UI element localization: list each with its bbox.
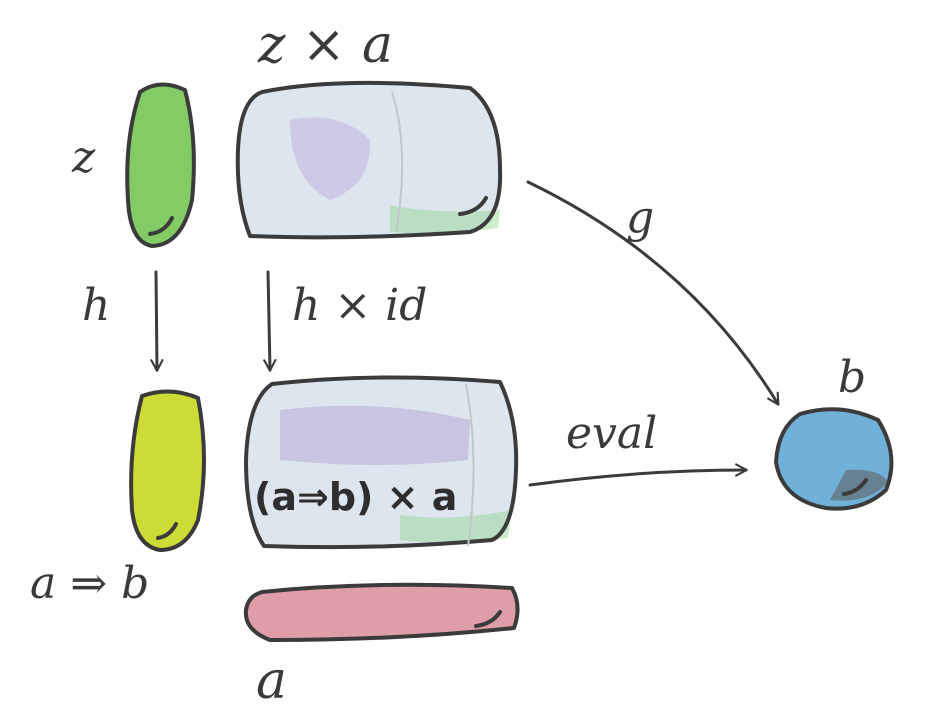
- label-z-times-a: z × a: [257, 15, 393, 75]
- z-object: [125, 82, 196, 248]
- z-times-a-box: [235, 80, 503, 240]
- label-h-times-id: h × id: [292, 280, 427, 331]
- arrow-h-times-id: [263, 270, 277, 372]
- b-object: [774, 407, 894, 511]
- exp-times-a-box: [244, 375, 519, 550]
- label-g: g: [626, 192, 654, 243]
- a-object: [243, 582, 520, 642]
- arrow-h: [150, 270, 164, 372]
- label-exp: a ⇒ b: [30, 558, 149, 609]
- label-a: a: [256, 651, 287, 711]
- arrow-g: [526, 180, 780, 406]
- label-b: b: [838, 352, 866, 403]
- label-z: z: [71, 132, 96, 183]
- label-h: h: [82, 280, 110, 331]
- arrow-eval: [528, 463, 748, 487]
- exp-object: [129, 389, 206, 552]
- label-exp-times-a: (a⇒b) × a: [254, 475, 457, 519]
- label-eval: eval: [566, 408, 657, 459]
